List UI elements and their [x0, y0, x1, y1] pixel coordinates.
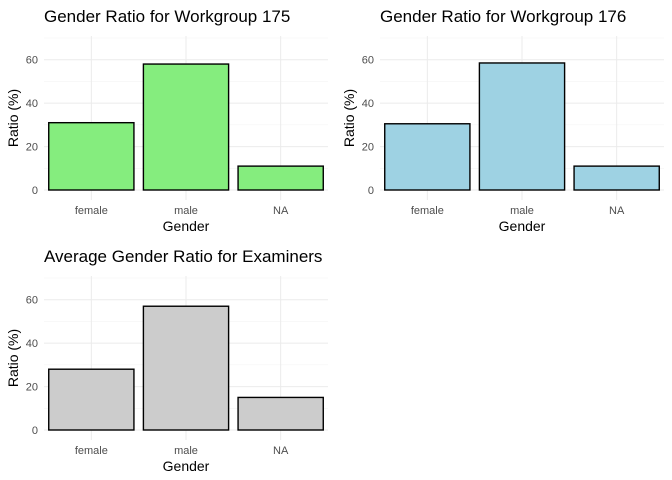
y-tick-label: 0 — [32, 185, 38, 197]
y-tick-label: 60 — [362, 55, 374, 67]
y-tick-label: 40 — [362, 98, 374, 110]
chart-title: Gender Ratio for Workgroup 176 — [380, 7, 626, 26]
chart-svg: Average Gender Ratio for Examiners 0 20 40… — [5, 247, 328, 474]
plot-area: 0 20 40 60 female male NA — [26, 276, 328, 457]
chart-panel-examiners-average: Average Gender Ratio for Examiners 0 20 40… — [0, 240, 336, 480]
y-axis-title: Ratio (%) — [5, 329, 21, 387]
y-tick-label: 60 — [26, 55, 38, 67]
bar-na — [573, 165, 660, 191]
chart-title: Average Gender Ratio for Examiners — [44, 247, 322, 266]
bar-na — [237, 165, 324, 191]
y-tick-label: 40 — [26, 338, 38, 350]
bar-female — [48, 121, 135, 191]
x-tick-label: male — [510, 205, 534, 217]
y-tick-label: 20 — [26, 382, 38, 394]
x-tick-label: male — [174, 205, 198, 217]
plot-area: 0 20 40 60 female male NA — [362, 36, 664, 217]
x-tick-label: female — [75, 205, 108, 217]
bar-female — [48, 368, 135, 431]
chart-svg: Gender Ratio for Workgroup 175 0 20 40 60 fe… — [5, 7, 328, 234]
x-tick-label: NA — [273, 445, 289, 457]
chart-panel-workgroup-175: Gender Ratio for Workgroup 175 0 20 40 60 fe… — [0, 0, 336, 240]
x-axis-title: Gender — [163, 218, 210, 234]
plot-area: 0 20 40 60 female male NA — [26, 36, 328, 217]
bar-female — [384, 123, 471, 191]
x-tick-label: NA — [273, 205, 289, 217]
bar-na — [237, 396, 324, 431]
bar-male — [478, 62, 566, 191]
x-axis-title: Gender — [499, 218, 546, 234]
bar-male — [142, 305, 230, 431]
x-tick-label: male — [174, 445, 198, 457]
x-axis-title: Gender — [163, 458, 210, 474]
y-tick-label: 0 — [32, 425, 38, 437]
x-tick-label: female — [75, 445, 108, 457]
y-tick-label: 20 — [26, 142, 38, 154]
y-tick-label: 0 — [368, 185, 374, 197]
x-tick-label: female — [411, 205, 444, 217]
chart-title: Gender Ratio for Workgroup 175 — [44, 7, 290, 26]
y-tick-label: 40 — [26, 98, 38, 110]
chart-svg: Gender Ratio for Workgroup 176 0 20 40 60 fe… — [341, 7, 664, 234]
y-tick-label: 60 — [26, 295, 38, 307]
bar-male — [142, 63, 230, 191]
y-tick-label: 20 — [362, 142, 374, 154]
chart-panel-workgroup-176: Gender Ratio for Workgroup 176 0 20 40 60 fe… — [336, 0, 672, 240]
y-axis-title: Ratio (%) — [341, 89, 357, 147]
y-axis-title: Ratio (%) — [5, 89, 21, 147]
x-tick-label: NA — [609, 205, 625, 217]
